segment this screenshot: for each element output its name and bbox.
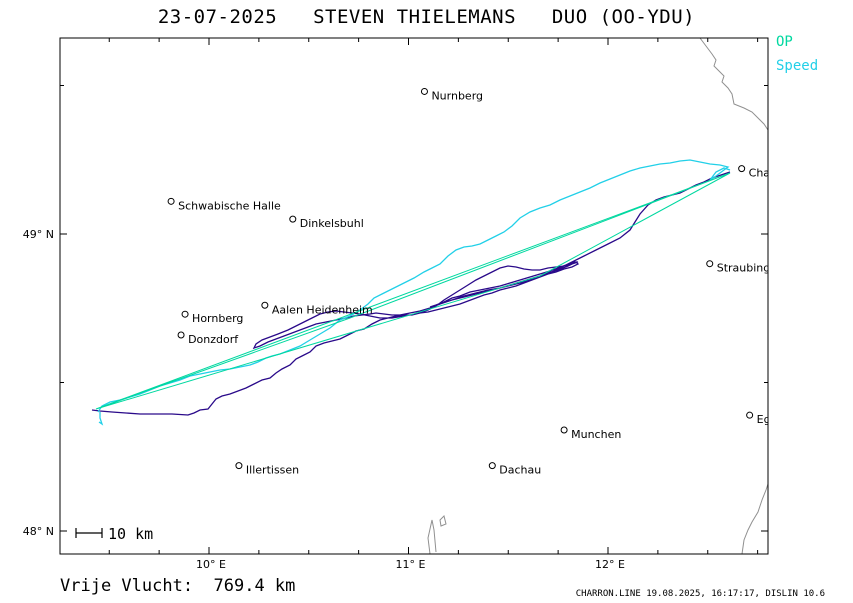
place-marker: Munchen — [560, 426, 621, 441]
scale-bar-label: 10 km — [108, 525, 153, 543]
legend-op-label: OP — [776, 34, 793, 50]
place-label: Illertissen — [246, 464, 299, 477]
legend-speed-label: Speed — [776, 58, 819, 74]
speed-track — [97, 159, 731, 426]
axis-ticks — [60, 38, 768, 554]
place-label: Cham — [749, 167, 781, 180]
place-label: Donzdorf — [188, 333, 239, 346]
place-dot — [420, 87, 428, 95]
place-label: Eg — [757, 413, 771, 426]
op-triangle — [95, 172, 731, 410]
place-dot — [235, 462, 243, 470]
border-line-south — [741, 483, 769, 555]
place-marker: Dachau — [488, 462, 541, 477]
place-label: Dachau — [499, 464, 541, 477]
lon-label: 10° E — [196, 558, 226, 571]
place-marker: Hornberg — [181, 310, 243, 325]
place-label: Munchen — [571, 428, 621, 441]
place-dot — [181, 310, 189, 318]
lat-label: 48° N — [23, 525, 54, 538]
lon-label: 11° E — [396, 558, 426, 571]
place-marker: Nurnberg — [420, 87, 483, 102]
place-label: Dinkelsbuhl — [300, 217, 364, 230]
flight-title: 23-07-2025 STEVEN THIELEMANS DUO (OO-YDU… — [157, 6, 696, 28]
places-layer: Nurnberg Cham Schwabische Halle Dinkelsbuhl… — [167, 87, 781, 477]
place-dot — [488, 462, 496, 470]
legend-op: OP — [776, 34, 793, 50]
axis-labels: 49° N 48° N 10° E 11° E 12° E — [23, 228, 625, 571]
place-marker: Schwabische Halle — [167, 197, 281, 212]
place-dot — [738, 165, 746, 173]
place-dot — [706, 260, 714, 268]
software-info: CHARRON.LINE 19.08.2025, 16:17:17, DISLI… — [575, 589, 825, 599]
place-dot — [560, 426, 568, 434]
place-label: Schwabische Halle — [178, 199, 281, 212]
place-marker: Eg — [746, 411, 771, 426]
place-marker: Cham — [738, 165, 781, 180]
lon-label: 12° E — [595, 558, 625, 571]
place-marker: Donzdorf — [177, 331, 239, 346]
map-frame — [59, 37, 769, 555]
place-dot — [261, 301, 269, 309]
place-marker: Straubing — [706, 260, 771, 275]
place-dot — [746, 411, 754, 419]
scale-bar: 10 km — [75, 525, 153, 543]
lat-label: 49° N — [23, 228, 54, 241]
place-marker: Dinkelsbuhl — [289, 215, 364, 230]
place-dot — [167, 197, 175, 205]
place-label: Hornberg — [192, 312, 243, 325]
lake-outline-2 — [439, 515, 447, 527]
legend-speed: Speed — [776, 58, 818, 74]
place-marker: Aalen Heidenheim — [261, 301, 373, 316]
place-marker: Illertissen — [235, 462, 299, 477]
place-label: Nurnberg — [431, 89, 483, 102]
place-dot — [177, 331, 185, 339]
distance-label: Vrije Vlucht: 769.4 km — [60, 576, 296, 596]
place-dot — [289, 215, 297, 223]
place-label: Straubing — [717, 262, 771, 275]
lake-outline — [427, 519, 437, 555]
border-line-north — [699, 37, 769, 131]
place-label: Aalen Heidenheim — [272, 303, 373, 316]
